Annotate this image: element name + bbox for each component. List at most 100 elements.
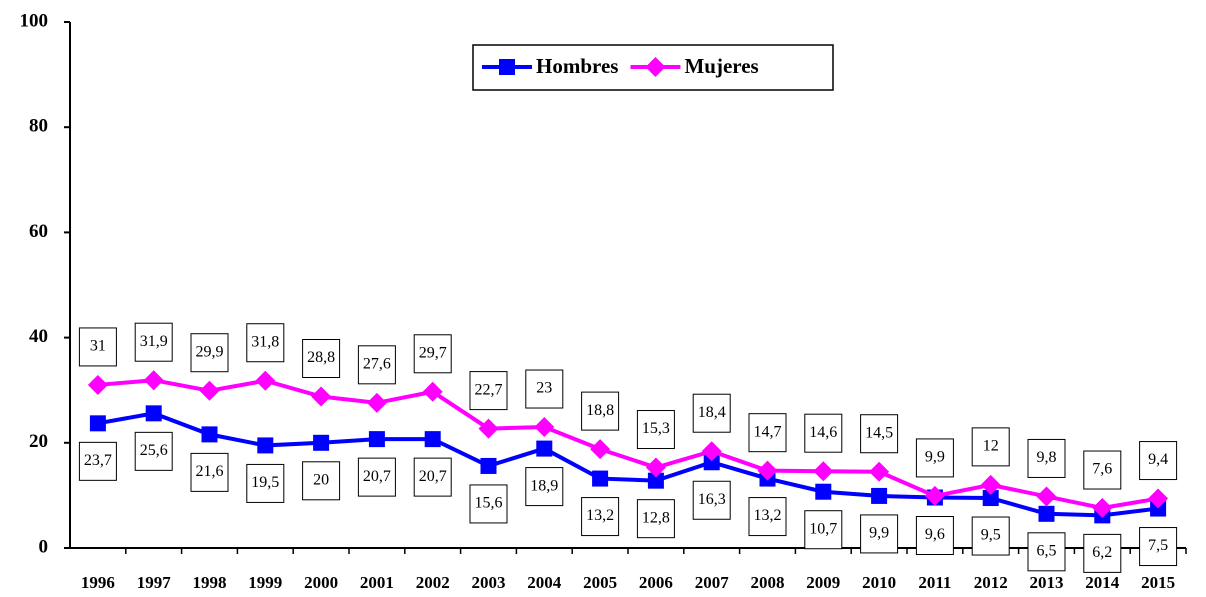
label-box [1027,532,1066,572]
data-label: 22,7 [475,381,503,398]
point [366,392,387,413]
label-box [246,463,285,503]
x-tick-label: 2007 [695,573,730,592]
point [592,470,609,487]
label-box [525,369,564,409]
point [757,460,778,481]
x-tick-label: 2001 [360,573,394,592]
label-box [915,516,954,556]
label-box [1083,450,1122,490]
data-label: 12 [983,438,999,455]
x-tick-label: 2009 [806,573,840,592]
label-box [971,427,1010,467]
point [478,418,499,439]
data-label: 19,5 [251,474,279,491]
point [311,386,332,407]
point [813,461,834,482]
data-label: 25,6 [140,442,168,459]
data-label: 14,6 [809,424,837,441]
data-label: 18,4 [698,404,726,421]
point [1092,498,1113,519]
label-box [915,438,954,478]
point [534,417,555,438]
x-tick-label: 2010 [862,573,896,592]
point [703,454,720,471]
label-box [134,431,173,471]
label-box [804,510,843,550]
y-tick-label: 0 [39,536,49,557]
y-tick-label: 100 [20,10,49,31]
x-tick-label: 2008 [751,573,785,592]
y-tick-label: 80 [29,116,48,137]
label-box [357,345,396,385]
point [701,441,722,462]
label-box [636,499,675,539]
point [201,426,218,443]
point [145,405,162,422]
data-label: 18,8 [586,402,614,419]
label-box [692,393,731,433]
point [815,483,832,500]
data-label: 31,8 [251,333,279,350]
x-tick-label: 1997 [137,573,172,592]
point [590,439,611,460]
data-label: 12,8 [642,509,670,526]
label-box [1139,441,1178,481]
x-tick-label: 2006 [639,573,673,592]
data-label: 29,7 [419,344,447,361]
legend-label: Hombres [536,54,618,78]
label-box [78,441,117,481]
data-label: 14,7 [754,423,782,440]
label-box [469,484,508,524]
label-box [860,514,899,554]
data-label: 7,5 [1148,537,1168,554]
label-box [78,327,117,367]
label-box [581,391,620,431]
x-tick-label: 2011 [918,573,951,592]
data-label: 9,5 [981,527,1001,544]
label-box [302,461,341,501]
label-box [1139,527,1178,567]
data-label: 20 [313,471,329,488]
data-label: 13,2 [586,507,614,524]
point [1036,486,1057,507]
point [1038,505,1055,522]
x-tick-label: 2000 [304,573,338,592]
data-label: 28,8 [307,349,335,366]
data-label: 18,9 [530,477,558,494]
point [313,434,330,451]
label-box [1027,438,1066,478]
data-label: 6,2 [1092,544,1112,561]
data-label: 27,6 [363,355,391,372]
label-box [1083,533,1122,573]
point [199,380,220,401]
data-label: 31,9 [140,333,168,350]
label-box [413,334,452,374]
x-tick-label: 2012 [974,573,1008,592]
x-tick-label: 2013 [1030,573,1064,592]
data-label: 29,9 [196,343,224,360]
data-label: 31 [90,338,106,355]
point [480,457,497,474]
label-box [190,452,229,492]
y-tick-label: 20 [29,431,48,452]
legend-marker [645,57,666,77]
data-label: 20,7 [419,468,447,485]
data-label: 9,6 [925,526,945,543]
x-tick-label: 2002 [416,573,450,592]
label-box [469,371,508,411]
x-tick-label: 1999 [248,573,282,592]
point [89,415,106,432]
label-box [134,322,173,362]
point [422,381,443,402]
point [257,437,274,454]
point [368,431,385,448]
point [143,370,164,391]
point [87,374,108,395]
point [869,461,890,482]
data-label: 10,7 [809,520,837,537]
point [255,370,276,391]
label-box [357,457,396,497]
data-label: 20,7 [363,468,391,485]
